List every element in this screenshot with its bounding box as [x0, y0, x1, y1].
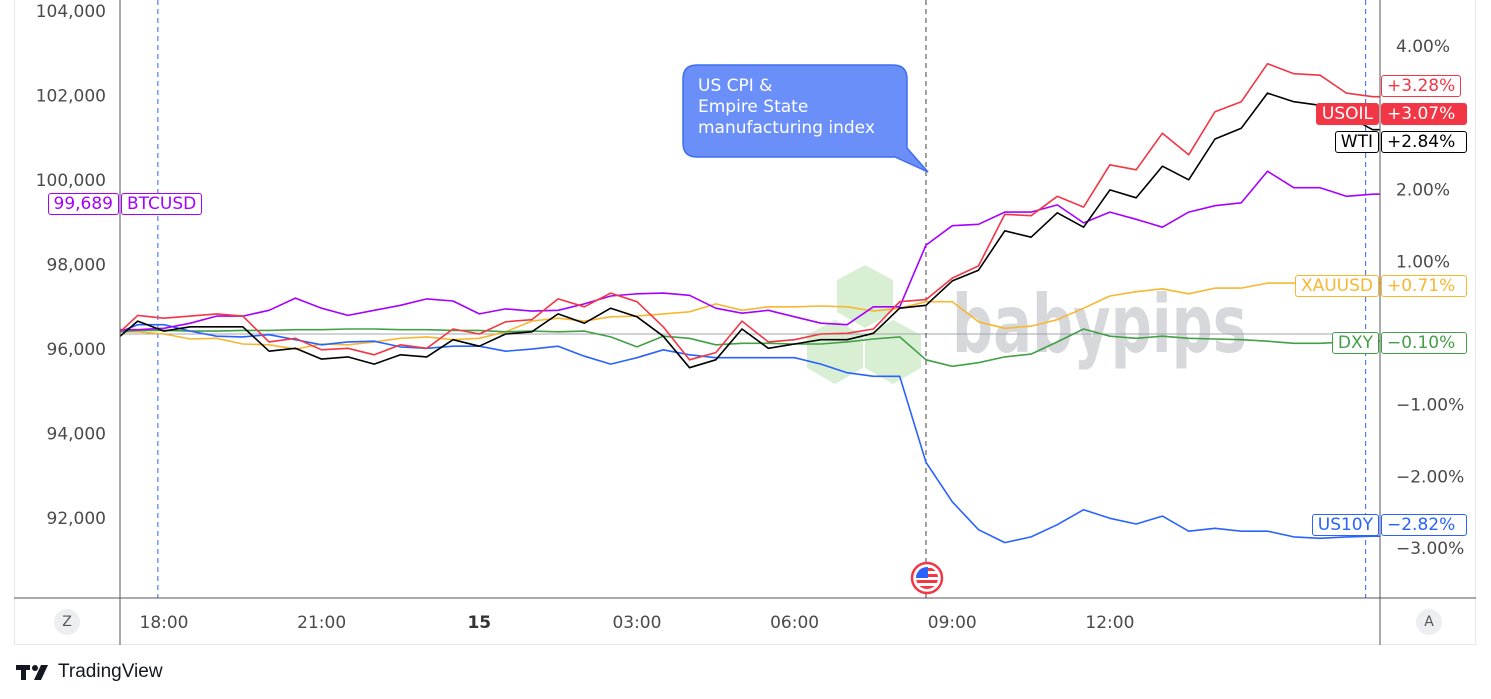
left-axis-tick: 96,000 — [47, 340, 106, 360]
series-name-label: WTI — [1334, 131, 1379, 153]
right-axis-tick: 2.00% — [1396, 181, 1450, 201]
left-axis-tick: 104,000 — [36, 2, 106, 22]
series-line-dxy[interactable] — [120, 328, 1380, 368]
time-axis-tick: 21:00 — [297, 613, 346, 633]
series-value-label: +0.71% — [1381, 275, 1467, 297]
time-axis-tick: 18:00 — [140, 613, 189, 633]
watermark-text: babypips — [952, 278, 1247, 371]
series-value-label: +3.07% — [1381, 103, 1467, 125]
right-axis-tick: 1.00% — [1396, 252, 1450, 272]
series-line-wti[interactable] — [119, 92, 1380, 369]
time-axis-tick: 15 — [467, 613, 491, 633]
right-axis-tick: −1.00% — [1396, 396, 1464, 416]
series-value-label: +2.84% — [1381, 131, 1467, 153]
series-line-usoil[interactable] — [119, 62, 1380, 361]
series-line-btcusd[interactable] — [120, 170, 1380, 331]
left-axis-tick: 98,000 — [47, 256, 106, 276]
right-axis-tick: 4.00% — [1396, 37, 1450, 57]
time-axis-tick: 06:00 — [770, 613, 819, 633]
series-value-label: −2.82% — [1381, 514, 1467, 536]
annotation-text: US CPI & Empire State manufacturing inde… — [698, 76, 875, 138]
series-name-label: US10Y — [1311, 514, 1379, 536]
right-axis-tick: −2.00% — [1396, 467, 1464, 487]
babypips-logo-icon — [807, 265, 921, 384]
series-line-us10y[interactable] — [119, 323, 1380, 544]
auto-scale-left-button[interactable]: Z — [54, 609, 80, 635]
left-axis-tick: 94,000 — [47, 425, 106, 445]
chart-frame — [14, 0, 1476, 645]
time-axis-tick: 03:00 — [612, 613, 661, 633]
cpi-annotation-callout[interactable] — [682, 64, 929, 173]
series-value-label: −0.10% — [1381, 332, 1467, 354]
price-label-value: +3.28% — [1381, 75, 1462, 97]
series-name-label: XAUUSD — [1294, 275, 1379, 297]
left-axis-tick: 100,000 — [36, 171, 106, 191]
series-name-label: DXY — [1331, 332, 1379, 354]
babypips-watermark: babypips — [807, 265, 1247, 384]
btc-price-label: 99,689 — [47, 193, 119, 215]
time-axis-tick: 09:00 — [928, 613, 977, 633]
series-name-label: USOIL — [1315, 103, 1379, 125]
time-axis-tick: 12:00 — [1085, 613, 1134, 633]
tradingview-logo-icon — [16, 665, 48, 680]
right-axis-tick: −3.00% — [1396, 539, 1464, 559]
auto-scale-right-button[interactable]: A — [1416, 609, 1442, 635]
btc-name-label: BTCUSD — [121, 193, 203, 215]
brand-name: TradingView — [58, 661, 163, 682]
us-flag-event-icon[interactable] — [910, 561, 944, 595]
tradingview-brand[interactable]: TradingView — [16, 661, 163, 683]
left-axis-tick: 102,000 — [36, 87, 106, 107]
left-axis-tick: 92,000 — [47, 509, 106, 529]
